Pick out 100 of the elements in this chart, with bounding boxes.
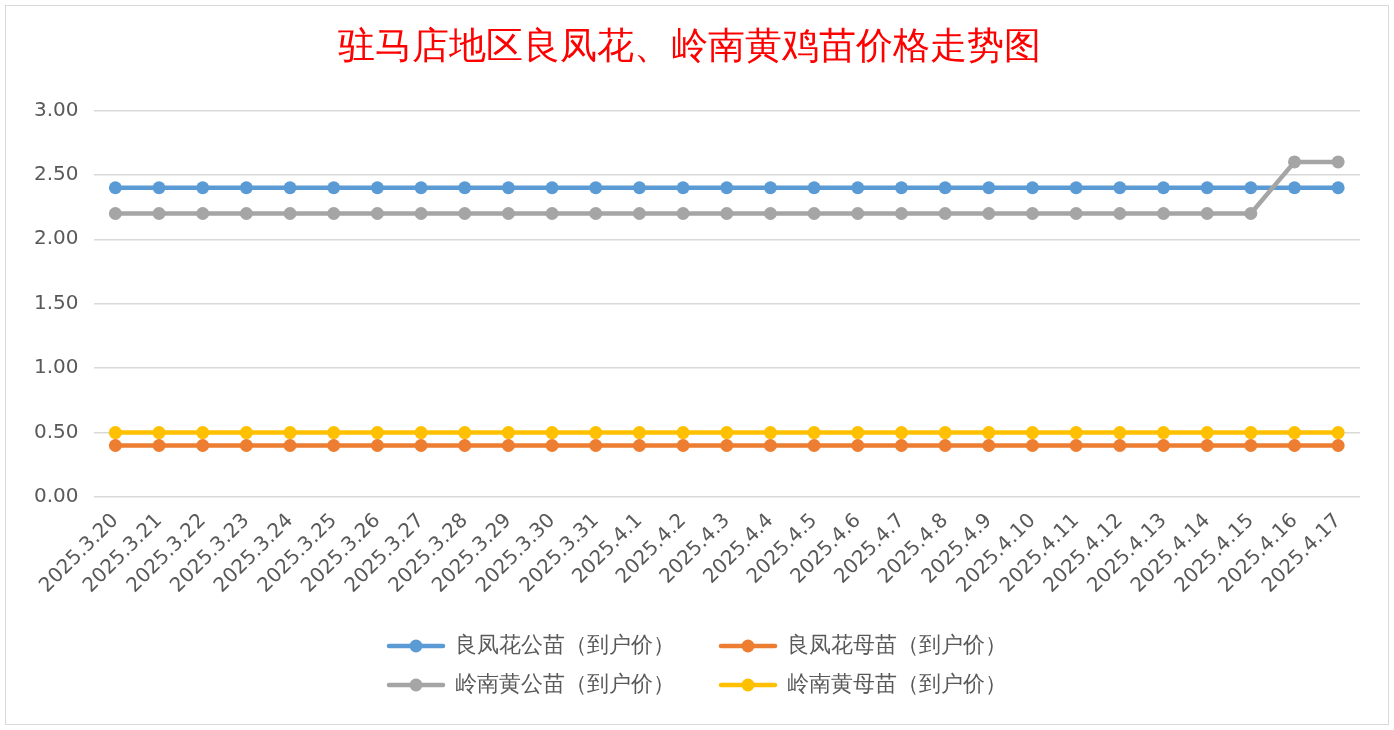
point [720, 426, 734, 440]
point [982, 439, 996, 452]
point [327, 439, 341, 452]
point [458, 207, 472, 221]
point [938, 207, 952, 221]
point [327, 181, 341, 195]
y-tick-label: 1.50 [34, 289, 79, 314]
point [676, 439, 690, 452]
point [982, 181, 996, 195]
point [676, 181, 690, 195]
legend-label: 岭南黄母苗（到户价） [787, 670, 1007, 696]
point [414, 181, 428, 195]
point [545, 426, 559, 440]
point [763, 207, 777, 221]
point [196, 207, 210, 221]
point [1025, 439, 1039, 452]
point [501, 439, 515, 452]
point [1113, 181, 1127, 195]
point [1287, 426, 1301, 440]
point [1156, 207, 1170, 221]
point [152, 207, 166, 221]
y-tick-label: 0.00 [34, 483, 79, 508]
point [283, 181, 297, 195]
point [1069, 426, 1083, 440]
point [458, 181, 472, 195]
point [589, 439, 603, 452]
point [1287, 155, 1301, 169]
point [327, 426, 341, 440]
point [1069, 181, 1083, 195]
point [1025, 207, 1039, 221]
point [763, 439, 777, 452]
point [807, 426, 821, 440]
point [1069, 439, 1083, 452]
point [589, 207, 603, 221]
point [108, 181, 122, 195]
legend-label: 岭南黄公苗（到户价） [455, 670, 675, 696]
point [676, 207, 690, 221]
point [1156, 426, 1170, 440]
point [1331, 155, 1345, 169]
point [807, 439, 821, 452]
point [1113, 426, 1127, 440]
point [108, 207, 122, 221]
chart-title: 驻马店地区良凤花、岭南黄鸡苗价格走势图 [338, 24, 1041, 66]
point [414, 439, 428, 452]
point [982, 207, 996, 221]
point [152, 439, 166, 452]
y-tick-label: 3.00 [34, 96, 79, 121]
point [1200, 439, 1214, 452]
point [938, 426, 952, 440]
point [239, 439, 253, 452]
point [370, 426, 384, 440]
point [632, 426, 646, 440]
point [283, 439, 297, 452]
point [108, 439, 122, 452]
point [370, 207, 384, 221]
point [1200, 426, 1214, 440]
point [632, 439, 646, 452]
point [720, 181, 734, 195]
point [239, 181, 253, 195]
point [720, 439, 734, 452]
point [938, 439, 952, 452]
point [1156, 439, 1170, 452]
point [152, 181, 166, 195]
point [894, 207, 908, 221]
point [414, 426, 428, 440]
point [458, 426, 472, 440]
point [1331, 439, 1345, 452]
point [589, 426, 603, 440]
point [894, 439, 908, 452]
point [370, 181, 384, 195]
point [632, 207, 646, 221]
point [414, 207, 428, 221]
point [851, 181, 865, 195]
point [720, 207, 734, 221]
point [1244, 181, 1258, 195]
point [1069, 207, 1083, 221]
point [1025, 426, 1039, 440]
point [196, 439, 210, 452]
point [152, 426, 166, 440]
point [763, 426, 777, 440]
point [108, 426, 122, 440]
point [1200, 207, 1214, 221]
point [982, 426, 996, 440]
point [851, 207, 865, 221]
point [501, 181, 515, 195]
point [851, 426, 865, 440]
point [239, 426, 253, 440]
point [894, 426, 908, 440]
legend-label: 良凤花公苗（到户价） [455, 631, 675, 657]
point [1200, 181, 1214, 195]
point [370, 439, 384, 452]
point [763, 181, 777, 195]
point [1025, 181, 1039, 195]
point [1287, 181, 1301, 195]
point [1331, 426, 1345, 440]
point [239, 207, 253, 221]
y-tick-label: 2.00 [34, 225, 79, 250]
point [1113, 439, 1127, 452]
point [894, 181, 908, 195]
point [851, 439, 865, 452]
